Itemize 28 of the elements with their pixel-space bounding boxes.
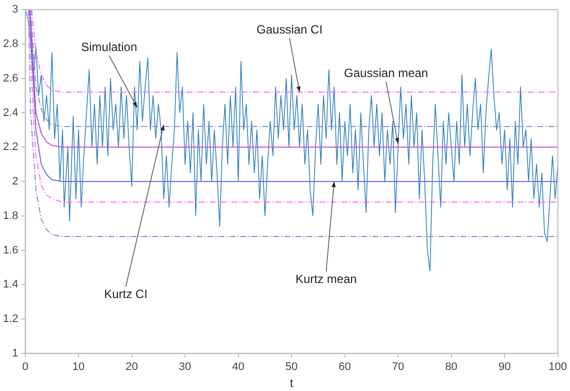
y-tick-label: 1 [12, 347, 18, 360]
y-tick-label: 1.2 [2, 313, 18, 326]
y-tick-label: 1.6 [2, 244, 18, 256]
x-tick-label: 80 [445, 361, 458, 374]
x-tick-label: 30 [178, 361, 192, 374]
y-tick-label: 2 [12, 176, 18, 188]
annotation: Kurtz CI [104, 287, 148, 302]
y-tick-label: 2.2 [2, 141, 18, 154]
y-tick-label: 2.8 [2, 38, 18, 50]
x-axis-title: t [290, 376, 294, 390]
x-tick-label: 40 [232, 361, 244, 374]
annotation: Kurtz mean [295, 272, 357, 286]
y-tick-label: 1.4 [2, 278, 18, 291]
x-tick-label: 100 [548, 361, 568, 374]
x-tick-label: 10 [72, 361, 85, 374]
annotation: Simulation [81, 40, 138, 54]
x-tick-label: 90 [498, 361, 511, 374]
x-tick-label: 60 [338, 361, 351, 374]
annotation: Gaussian CI [256, 22, 323, 36]
x-tick-label: 70 [392, 361, 404, 374]
annotation: Gaussian mean [344, 66, 428, 80]
x-tick-label: 0 [22, 361, 28, 374]
y-tick-label: 2.6 [2, 72, 18, 84]
x-tick-label: 20 [126, 361, 138, 374]
y-tick-label: 2.4 [2, 106, 18, 119]
y-tick-label: 1.8 [2, 210, 18, 222]
y-tick-label: 3 [12, 4, 18, 16]
x-tick-label: 50 [285, 361, 298, 374]
